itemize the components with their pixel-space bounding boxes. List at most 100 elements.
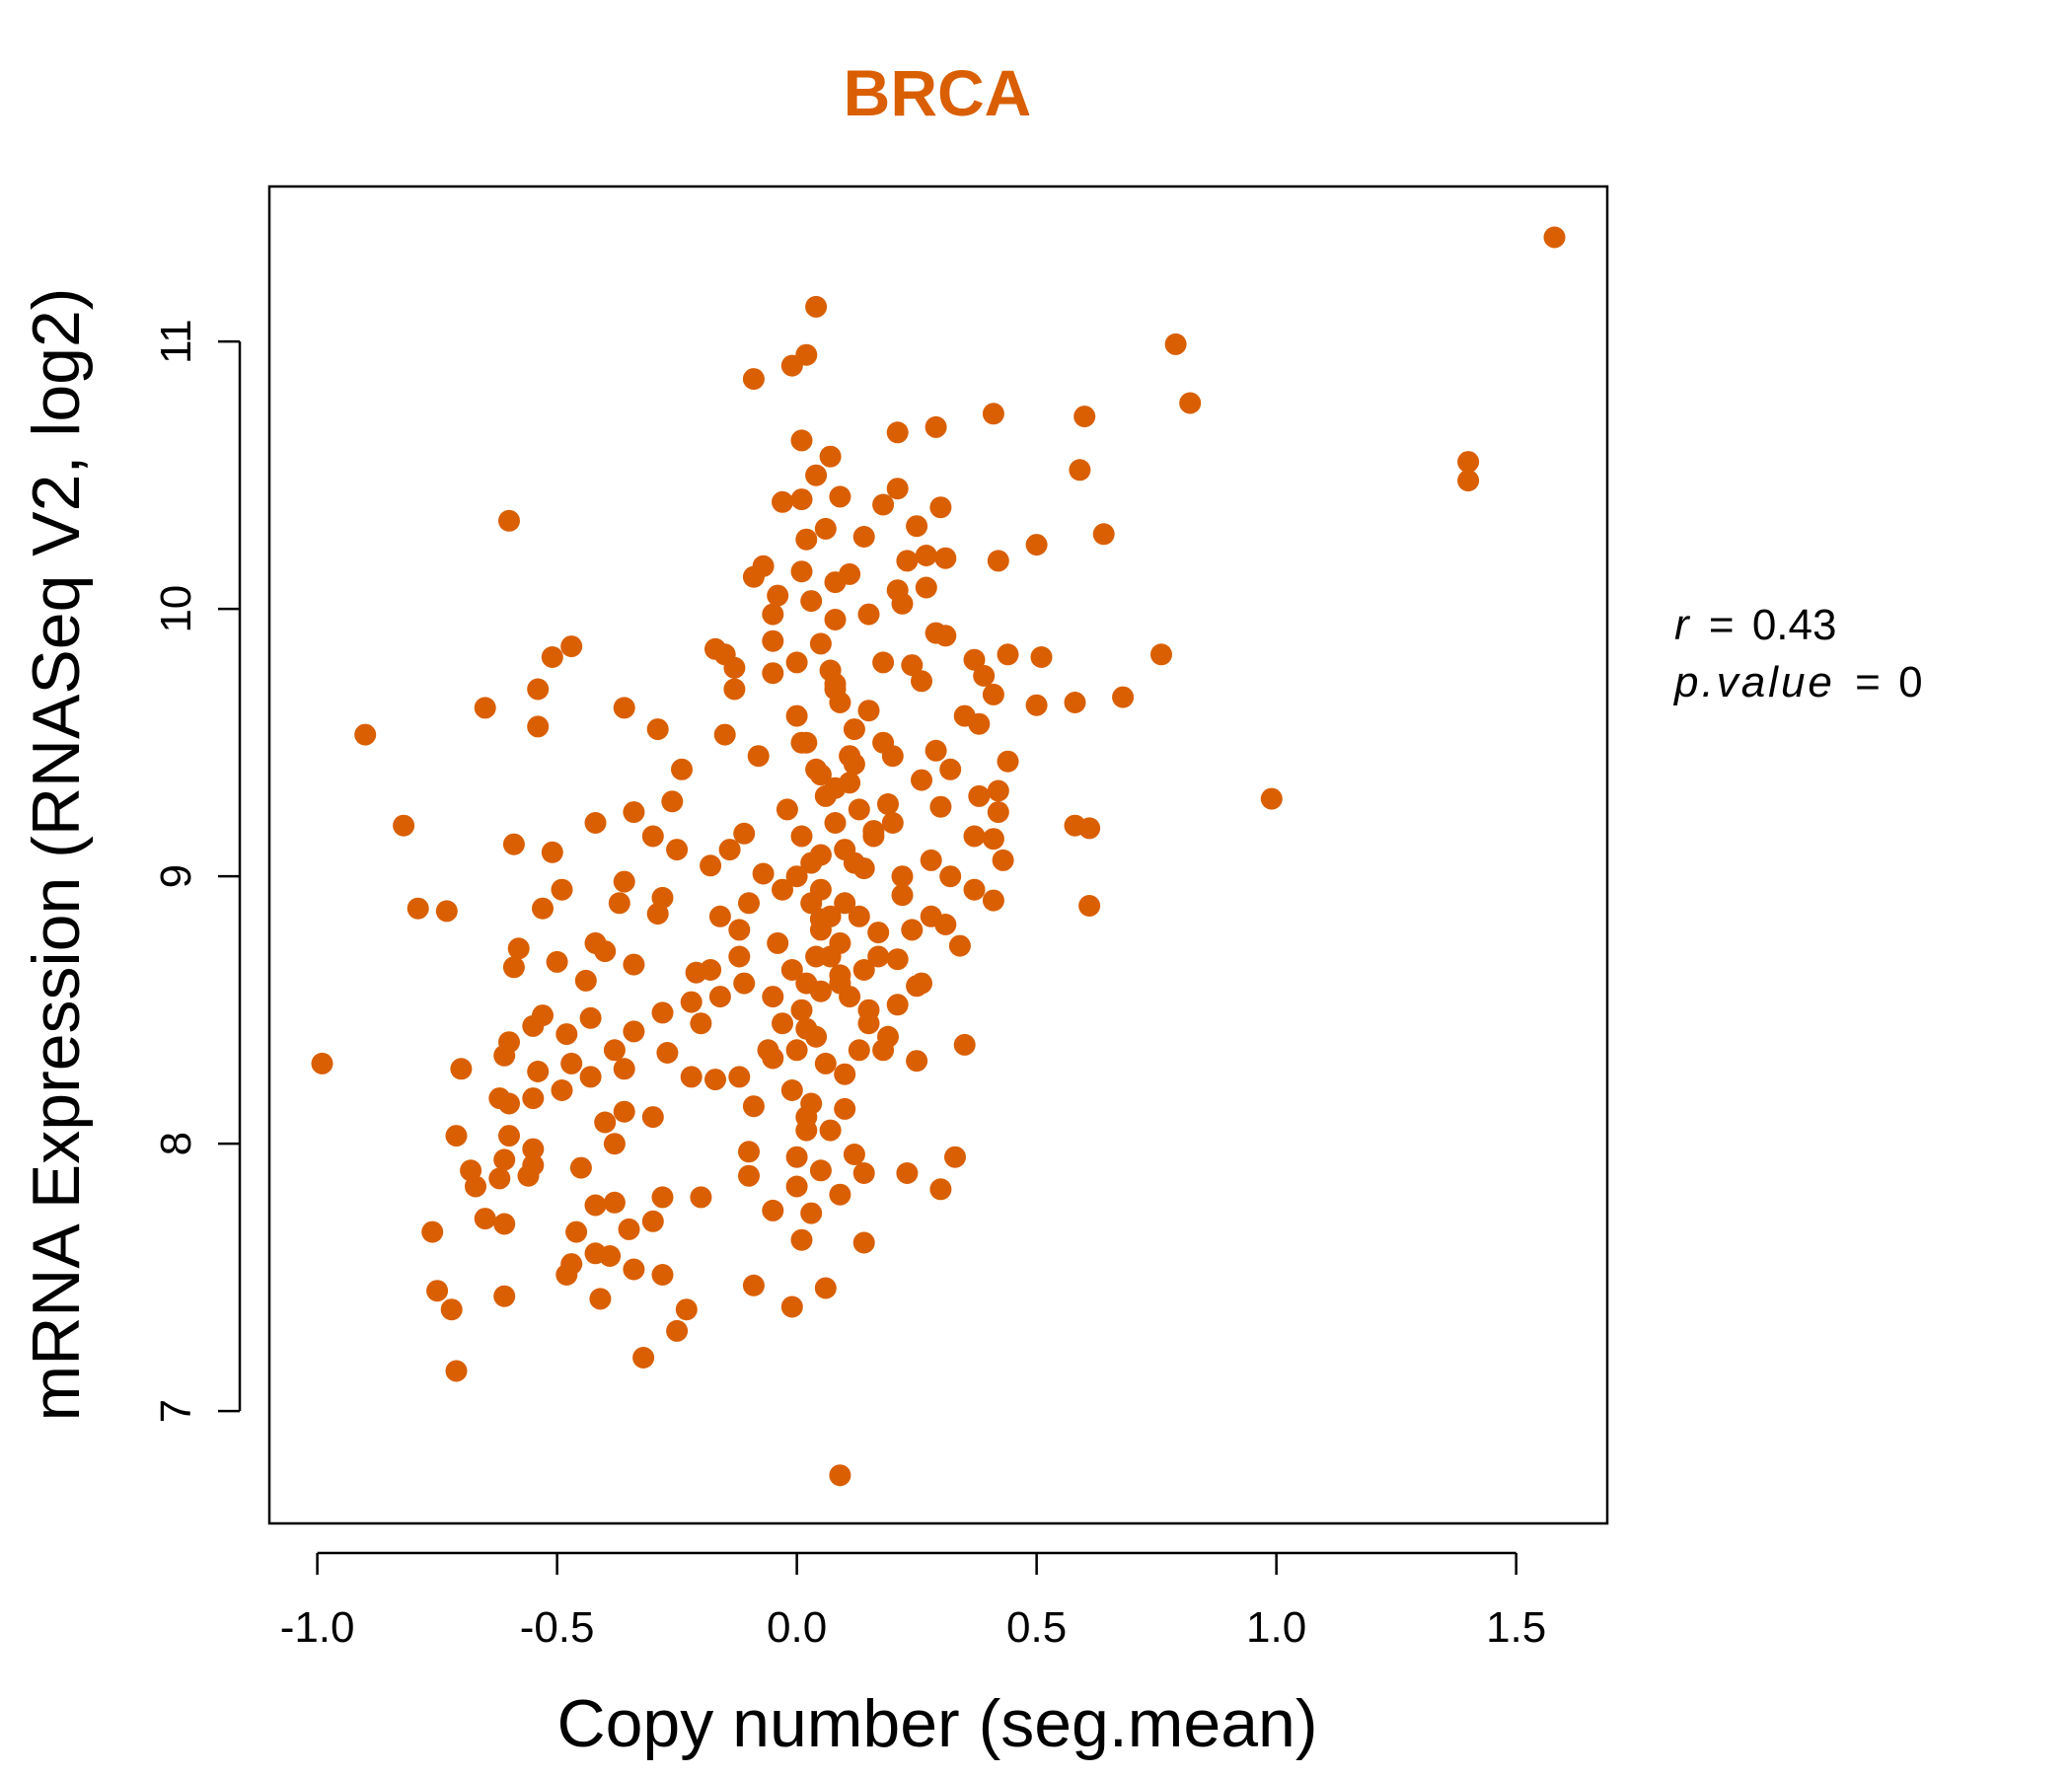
data-point	[886, 994, 909, 1016]
data-point	[762, 986, 784, 1008]
data-point	[1457, 451, 1480, 474]
data-point	[700, 854, 722, 877]
data-point	[939, 865, 962, 888]
data-point	[968, 784, 991, 807]
data-point	[445, 1360, 468, 1382]
x-tick-label: -0.5	[520, 1603, 595, 1652]
data-point	[934, 547, 957, 569]
data-point	[1078, 817, 1101, 840]
data-point	[675, 1298, 698, 1321]
data-point	[613, 870, 635, 893]
data-point	[780, 959, 803, 981]
data-point	[421, 1221, 444, 1243]
data-point	[527, 715, 550, 738]
data-point	[608, 892, 630, 915]
data-point	[790, 488, 813, 511]
data-point	[795, 528, 818, 551]
data-point	[963, 878, 986, 901]
data-point	[1543, 226, 1566, 249]
data-point	[982, 828, 1004, 851]
data-point	[445, 1125, 468, 1147]
data-point	[953, 1033, 976, 1056]
data-point	[555, 1264, 578, 1286]
data-point	[704, 1069, 726, 1091]
data-point	[929, 795, 952, 818]
data-point	[603, 1133, 626, 1155]
data-point	[1073, 406, 1096, 428]
data-point	[920, 849, 942, 871]
data-point	[599, 1245, 622, 1267]
r-equals: =	[1709, 601, 1735, 649]
data-point	[723, 678, 746, 701]
data-point	[738, 1164, 760, 1187]
data-point	[872, 493, 895, 516]
data-point	[584, 1194, 607, 1217]
data-point	[814, 784, 837, 807]
data-point	[1457, 470, 1480, 492]
data-point	[785, 1175, 808, 1198]
data-point	[757, 1039, 779, 1062]
data-point	[498, 1125, 520, 1147]
x-tick-label: 0.0	[767, 1603, 827, 1652]
data-point	[929, 496, 952, 519]
data-point	[968, 712, 991, 735]
data-point	[934, 625, 957, 647]
r-value: 0.43	[1752, 601, 1837, 649]
data-point	[1092, 523, 1115, 546]
data-point	[560, 1052, 583, 1074]
data-point	[780, 1295, 803, 1318]
x-tick-label: 1.5	[1486, 1603, 1546, 1652]
data-point	[613, 697, 635, 719]
data-point	[493, 1148, 516, 1171]
data-point	[632, 1347, 655, 1369]
data-point	[891, 592, 914, 615]
data-point	[948, 934, 971, 957]
data-point	[839, 772, 861, 794]
data-point	[852, 1162, 875, 1184]
data-point	[800, 1202, 823, 1224]
data-point	[603, 1039, 626, 1062]
data-point	[474, 697, 496, 719]
data-point	[963, 648, 986, 671]
data-point	[857, 700, 880, 722]
data-point	[747, 745, 770, 768]
data-point	[723, 656, 746, 679]
data-point	[502, 833, 525, 855]
data-point	[579, 1006, 602, 1029]
data-point	[708, 905, 731, 927]
data-point	[772, 490, 793, 513]
data-point	[805, 758, 828, 780]
data-point	[641, 1106, 664, 1129]
data-point	[651, 1186, 674, 1209]
x-axis-label: Copy number (seg.mean)	[556, 1686, 1317, 1761]
data-point	[623, 1020, 645, 1043]
data-point	[795, 731, 818, 754]
data-point	[1025, 534, 1048, 556]
data-point	[728, 919, 751, 941]
data-point	[982, 889, 1004, 912]
data-point	[713, 723, 736, 746]
data-point	[852, 959, 875, 981]
points-layer	[311, 226, 1566, 1487]
data-point	[584, 812, 607, 834]
data-point	[690, 1012, 712, 1035]
y-tick-label: 11	[152, 319, 200, 364]
p-value: 0	[1898, 658, 1922, 706]
data-point	[493, 1285, 516, 1307]
data-point	[393, 814, 415, 837]
data-point	[973, 664, 996, 687]
data-point	[426, 1280, 449, 1302]
data-point	[666, 1319, 689, 1342]
data-point	[814, 1052, 837, 1074]
data-point	[819, 905, 842, 927]
data-point	[814, 517, 837, 540]
data-point	[877, 793, 899, 815]
x-tick-label: 1.0	[1246, 1603, 1306, 1652]
data-point	[641, 1210, 664, 1232]
data-point	[1025, 694, 1048, 716]
data-point	[785, 1039, 808, 1062]
data-point	[1112, 686, 1135, 708]
data-point	[780, 1079, 803, 1101]
data-point	[646, 903, 669, 925]
